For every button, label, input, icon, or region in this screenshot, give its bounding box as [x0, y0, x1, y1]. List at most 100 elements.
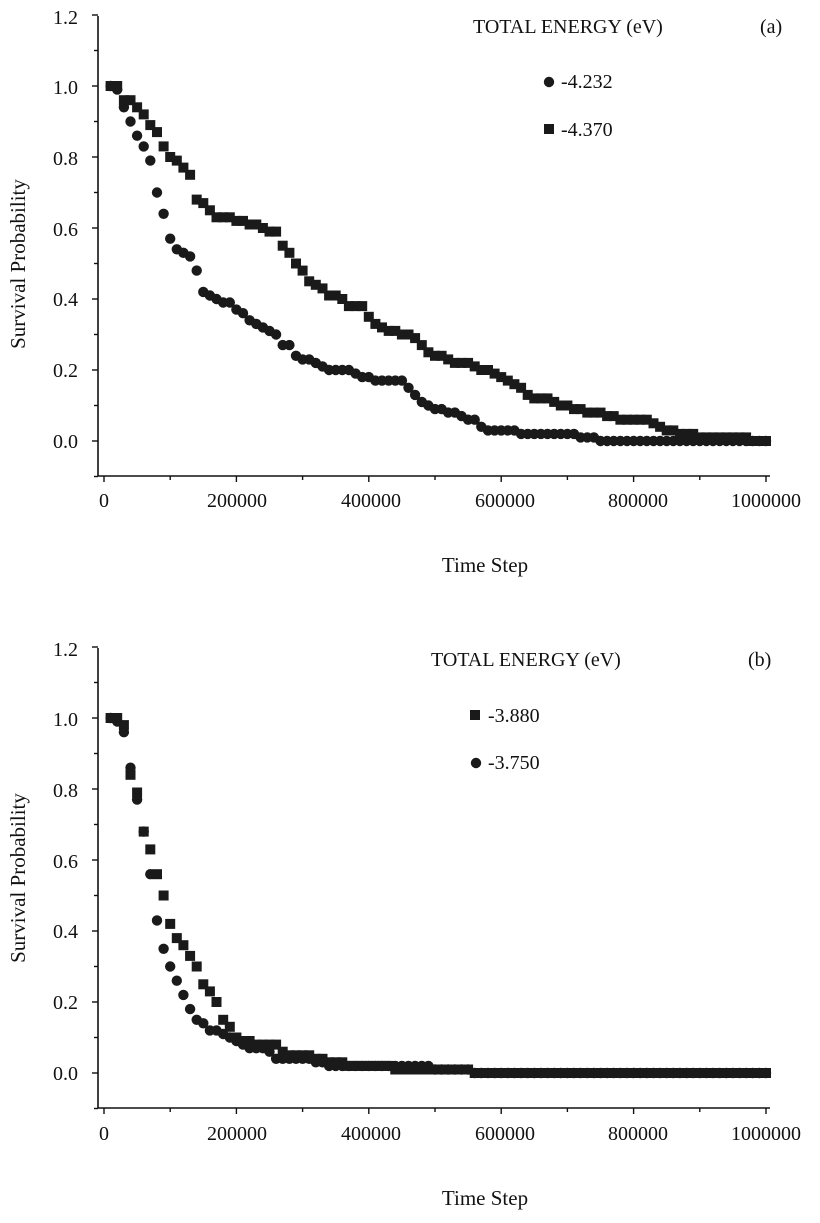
- data-point-square: [218, 212, 229, 223]
- data-point-circle: [469, 414, 480, 425]
- data-point-square: [357, 301, 368, 312]
- data-point-square: [218, 1014, 229, 1025]
- data-point-square: [370, 318, 381, 329]
- data-point-square: [655, 421, 666, 432]
- data-point-square: [403, 329, 414, 340]
- x-axis-title: Time Step: [442, 1186, 528, 1210]
- data-point-circle: [131, 794, 143, 805]
- y-tick-label: 1.0: [53, 77, 78, 99]
- data-point-square: [588, 407, 599, 418]
- data-point-circle: [184, 1003, 196, 1015]
- data-point-circle: [118, 727, 130, 738]
- data-point-square: [158, 141, 169, 152]
- data-point-square: [138, 109, 149, 120]
- data-point-square: [635, 414, 646, 425]
- data-point-circle: [270, 329, 282, 340]
- data-point-square: [396, 329, 407, 340]
- data-point-circle: [171, 975, 182, 986]
- chart-panel-b: 0.0 0.2 0.4 0.6 0.8 1.0 1.2 0 200000 400…: [6, 639, 801, 1210]
- data-point-square: [701, 432, 712, 443]
- data-point-square: [211, 997, 222, 1007]
- data-point-square: [456, 357, 467, 368]
- y-tick-label: 1.0: [53, 709, 78, 731]
- data-point-square: [516, 382, 527, 393]
- data-point-square: [198, 979, 209, 990]
- data-point-square: [191, 194, 202, 205]
- data-point-square: [343, 301, 354, 312]
- data-point-circle: [165, 233, 176, 244]
- data-point-square: [383, 325, 394, 336]
- data-point-circle: [131, 130, 143, 141]
- data-point-square: [118, 95, 129, 106]
- legend-marker-circle: [543, 76, 555, 88]
- data-point-circle: [158, 943, 169, 954]
- data-point-square: [661, 425, 672, 436]
- data-point-square: [595, 407, 606, 418]
- data-point-circle: [138, 826, 149, 837]
- data-point-square: [132, 787, 143, 798]
- data-point-square: [582, 407, 593, 418]
- y-tick-label: 0.4: [53, 921, 78, 943]
- data-point-square: [628, 414, 639, 425]
- data-point-square: [622, 414, 632, 425]
- data-point-square: [191, 961, 202, 972]
- data-point-square: [502, 375, 513, 386]
- data-point-square: [171, 155, 182, 166]
- data-point-square: [727, 432, 738, 443]
- data-point-square: [165, 152, 176, 162]
- data-point-square: [509, 379, 520, 390]
- data-point-circle: [145, 869, 156, 880]
- data-point-square: [238, 215, 248, 226]
- data-point-square: [125, 95, 136, 106]
- data-point-square: [112, 81, 123, 91]
- legend-title: TOTAL ENERGY (eV): [473, 16, 663, 38]
- data-point-square: [251, 219, 262, 230]
- plot-area-a: [105, 80, 772, 447]
- chart-panel-a: 0.0 0.2 0.4 0.6 0.8 1.0 1.2 0 200000 400…: [6, 7, 801, 577]
- data-point-square: [549, 396, 560, 407]
- data-point-square: [244, 1036, 255, 1046]
- legend-title: TOTAL ENERGY (eV): [431, 649, 621, 671]
- x-tick-label: 1000000: [731, 1123, 801, 1145]
- x-tick-label: 0: [99, 490, 109, 512]
- data-point-square: [165, 918, 176, 929]
- data-point-square: [641, 414, 652, 425]
- data-point-square: [330, 290, 341, 301]
- data-point-circle: [409, 389, 421, 401]
- data-point-circle: [224, 297, 235, 308]
- data-point-square: [681, 428, 692, 439]
- data-point-circle: [151, 187, 163, 198]
- data-point-square: [377, 322, 387, 333]
- data-point-circle: [237, 308, 249, 319]
- data-point-square: [674, 428, 685, 439]
- x-tick-label: 600000: [475, 1123, 535, 1145]
- legend-marker-square: [470, 710, 480, 720]
- y-tick-label: 0.6: [53, 219, 78, 241]
- y-tick-label: 1.2: [53, 7, 78, 29]
- data-point-circle: [125, 762, 136, 773]
- data-point-square: [754, 436, 765, 446]
- data-point-square: [264, 226, 275, 237]
- data-point-circle: [184, 251, 196, 262]
- data-point-square: [257, 223, 268, 233]
- data-point-square: [555, 400, 566, 411]
- data-point-square: [469, 361, 480, 372]
- legend-entry-label: -4.232: [561, 71, 613, 93]
- data-point-square: [602, 411, 613, 422]
- data-point-square: [476, 365, 487, 375]
- data-point-circle: [112, 716, 123, 727]
- data-point-circle: [178, 989, 189, 1001]
- data-point-square: [145, 844, 156, 855]
- data-point-square: [522, 389, 533, 400]
- x-tick-label: 200000: [207, 490, 267, 512]
- data-point-circle: [191, 265, 202, 276]
- data-point-square: [152, 869, 162, 880]
- data-point-circle: [151, 915, 163, 926]
- data-point-square: [224, 1021, 235, 1032]
- data-point-square: [277, 240, 288, 251]
- data-point-square: [449, 357, 460, 368]
- data-point-square: [688, 428, 699, 439]
- data-point-square: [264, 1039, 275, 1050]
- legend-entry-label: -3.750: [488, 752, 540, 774]
